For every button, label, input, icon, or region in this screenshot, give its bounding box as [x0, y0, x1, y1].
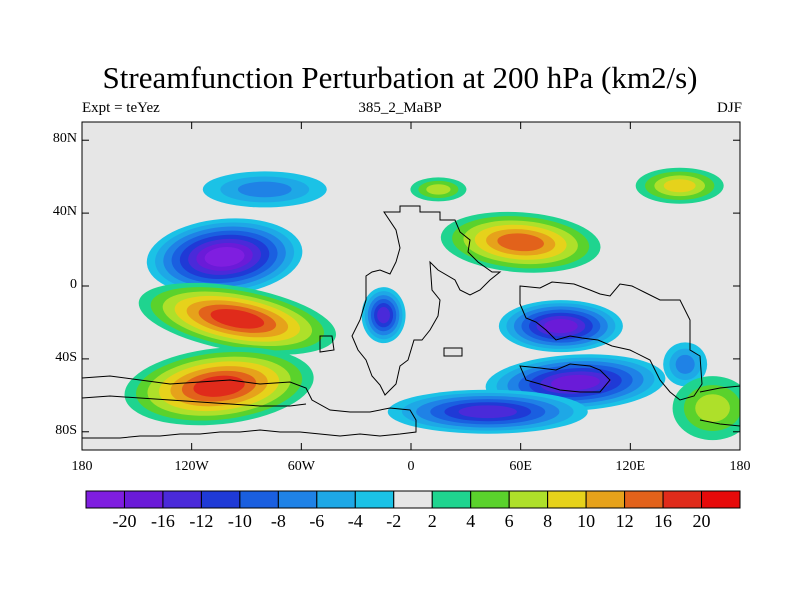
colorbar-label: -2: [386, 511, 402, 531]
colorbar-swatch: [316, 490, 356, 509]
contour-band: [551, 374, 600, 391]
colorbar-swatch: [547, 490, 587, 509]
colorbar-label: -6: [309, 511, 325, 531]
axis-ticks: [81, 122, 741, 450]
colorbar-label: 4: [466, 511, 476, 531]
y-tick-label: 40S: [55, 349, 77, 365]
x-tick-label: 120W: [174, 459, 209, 474]
colorbar-swatch: [123, 490, 164, 509]
contour-band: [426, 184, 451, 195]
contour-band: [204, 246, 245, 267]
colorbar-label: -20: [112, 511, 137, 531]
colorbar-label: 16: [654, 511, 673, 531]
x-tick-label: 0: [407, 459, 415, 474]
y-tick-label: 0: [70, 277, 77, 292]
colorbar-swatch: [393, 490, 433, 509]
colorbar-swatch: [431, 490, 472, 509]
x-tick-label: 60W: [287, 459, 315, 474]
coastline: [82, 205, 740, 439]
colorbar-label: -10: [227, 511, 252, 531]
run-label: 385_2_MaBP: [358, 100, 442, 116]
y-tick-label: 40N: [52, 204, 77, 220]
colorbar-swatch: [277, 490, 318, 509]
x-tick-label: 60E: [509, 459, 532, 474]
colorbar-swatch: [470, 490, 510, 509]
colorbar-label: -12: [189, 511, 214, 531]
contour-band: [544, 319, 578, 334]
contour-band: [237, 181, 292, 198]
y-tick-label: 80N: [52, 131, 77, 147]
colorbar-swatch: [354, 490, 395, 509]
contour-band: [377, 306, 391, 324]
contour-band: [458, 405, 517, 419]
colorbar-swatch: [508, 490, 549, 509]
season-label: DJF: [716, 100, 742, 116]
contour-band: [663, 179, 696, 193]
contour-band: [675, 354, 695, 374]
experiment-label: Expt = teYez: [82, 100, 160, 116]
colorbar-label: -8: [270, 511, 286, 531]
colorbar-swatch: [239, 490, 279, 509]
contour-fills: [124, 167, 740, 441]
colorbar-label: 20: [692, 511, 711, 531]
colorbar-swatch: [585, 490, 626, 509]
colorbar-label: -16: [150, 511, 175, 531]
contour-band: [193, 375, 245, 397]
colorbar-swatch: [162, 490, 202, 509]
colorbar-label: 2: [427, 511, 437, 531]
y-tick-label: 80S: [55, 422, 77, 438]
contour-band: [497, 233, 544, 252]
contour-band: [695, 394, 730, 422]
colorbar-swatch: [662, 490, 703, 509]
contour-band: [210, 309, 265, 329]
colorbar-swatch: [85, 490, 125, 509]
colorbar-label: 6: [504, 511, 514, 531]
colorbar-label: 10: [577, 511, 596, 531]
colorbar-swatch: [624, 490, 664, 509]
x-tick-label: 180: [71, 459, 93, 474]
colorbar-label: -4: [347, 511, 363, 531]
x-tick-label: 180: [729, 459, 751, 474]
colorbar-swatch: [200, 490, 241, 509]
x-tick-label: 120E: [615, 459, 646, 474]
colorbar-label: 8: [543, 511, 553, 531]
colorbar: [85, 490, 741, 509]
colorbar-swatch: [701, 490, 741, 509]
chart-title: Streamfunction Perturbation at 200 hPa (…: [102, 60, 698, 95]
colorbar-label: 12: [615, 511, 634, 531]
